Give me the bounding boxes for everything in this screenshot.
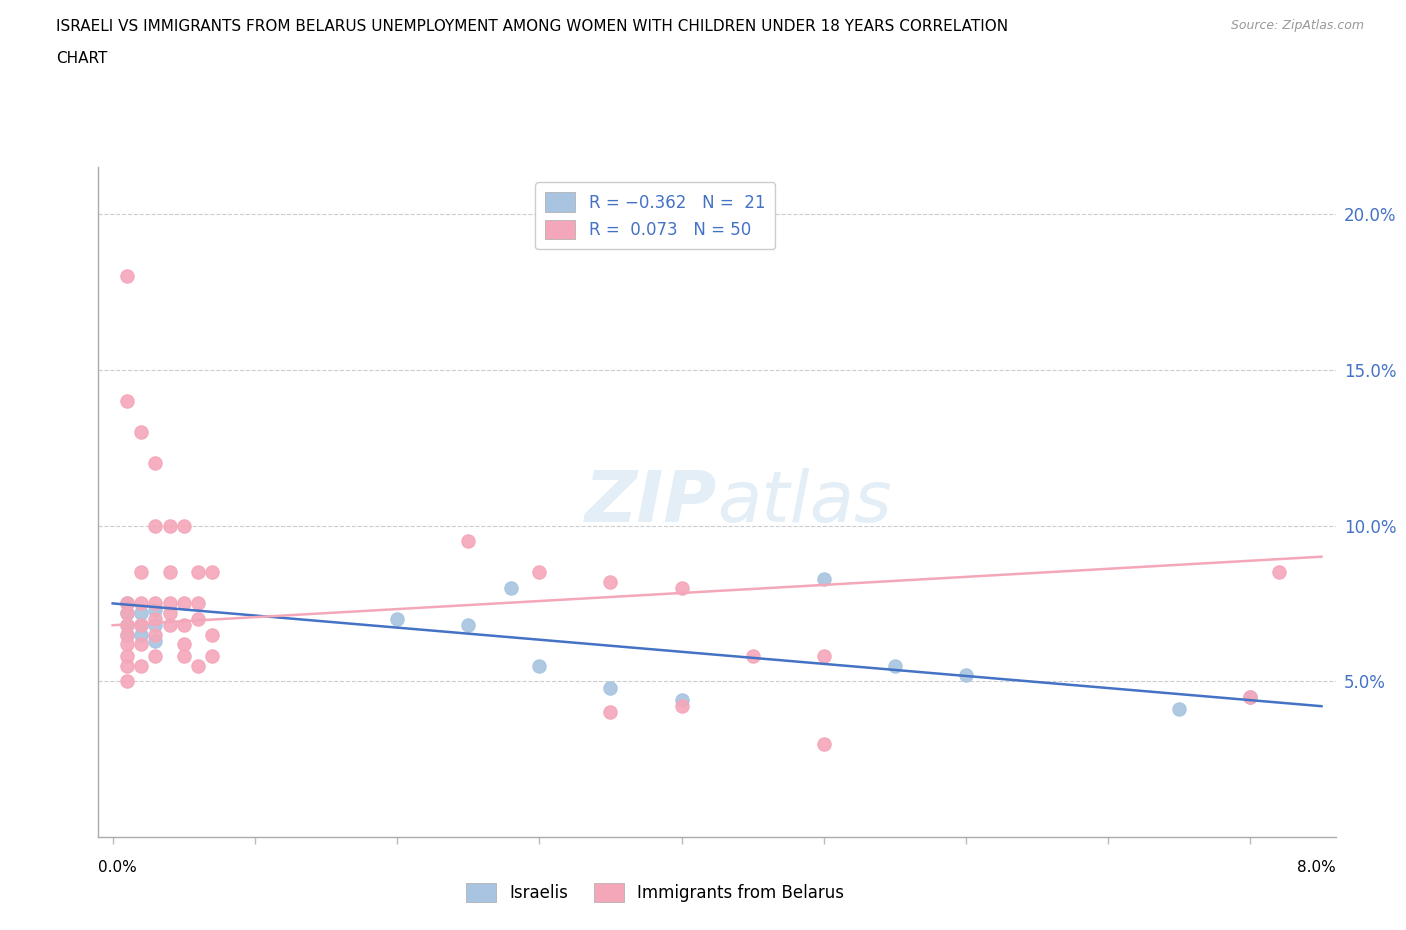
Point <box>671 580 693 595</box>
Point <box>599 680 621 695</box>
Point <box>457 534 479 549</box>
Point <box>115 269 138 284</box>
Point <box>129 596 152 611</box>
Point <box>115 627 138 642</box>
Point <box>143 618 166 632</box>
Point <box>143 649 166 664</box>
Point <box>159 565 181 579</box>
Point <box>201 565 224 579</box>
Point <box>143 456 166 471</box>
Point <box>115 605 138 620</box>
Point <box>129 618 152 632</box>
Point <box>115 596 138 611</box>
Point <box>187 596 209 611</box>
Point <box>883 658 905 673</box>
Point <box>143 612 166 627</box>
Legend: Israelis, Immigrants from Belarus: Israelis, Immigrants from Belarus <box>460 876 851 909</box>
Point <box>159 618 181 632</box>
Point <box>143 518 166 533</box>
Point <box>173 596 195 611</box>
Point <box>187 658 209 673</box>
Point <box>129 565 152 579</box>
Text: Source: ZipAtlas.com: Source: ZipAtlas.com <box>1230 19 1364 32</box>
Point <box>115 605 138 620</box>
Point <box>499 580 522 595</box>
Point <box>115 674 138 689</box>
Point <box>671 698 693 713</box>
Point <box>201 627 224 642</box>
Point <box>159 605 181 620</box>
Point <box>741 649 763 664</box>
Text: CHART: CHART <box>56 51 108 66</box>
Text: ISRAELI VS IMMIGRANTS FROM BELARUS UNEMPLOYMENT AMONG WOMEN WITH CHILDREN UNDER : ISRAELI VS IMMIGRANTS FROM BELARUS UNEMP… <box>56 19 1008 33</box>
Text: ZIP: ZIP <box>585 468 717 537</box>
Point <box>129 425 152 440</box>
Point <box>129 636 152 651</box>
Point <box>173 636 195 651</box>
Point <box>529 658 551 673</box>
Point <box>115 636 138 651</box>
Point <box>115 596 138 611</box>
Point <box>173 618 195 632</box>
Point <box>115 393 138 408</box>
Text: 8.0%: 8.0% <box>1296 860 1336 875</box>
Point <box>115 618 138 632</box>
Point <box>159 596 181 611</box>
Point <box>813 737 835 751</box>
Point <box>173 649 195 664</box>
Point <box>201 649 224 664</box>
Point <box>187 565 209 579</box>
Point <box>143 603 166 618</box>
Point <box>173 518 195 533</box>
Point <box>385 612 408 627</box>
Point <box>955 668 977 683</box>
Point <box>529 565 551 579</box>
Point <box>599 574 621 589</box>
Point <box>115 627 138 642</box>
Point <box>187 612 209 627</box>
Point <box>457 618 479 632</box>
Point <box>129 618 152 632</box>
Point <box>1168 702 1191 717</box>
Point <box>115 658 138 673</box>
Point <box>671 693 693 708</box>
Point <box>143 633 166 648</box>
Point <box>143 627 166 642</box>
Text: atlas: atlas <box>717 468 891 537</box>
Point <box>115 618 138 632</box>
Point <box>1239 689 1261 704</box>
Point <box>599 705 621 720</box>
Point <box>813 649 835 664</box>
Point <box>129 605 152 620</box>
Point <box>115 649 138 664</box>
Point <box>159 518 181 533</box>
Point <box>129 658 152 673</box>
Text: 0.0%: 0.0% <box>98 860 138 875</box>
Point <box>143 596 166 611</box>
Point <box>813 571 835 586</box>
Point <box>1268 565 1291 579</box>
Point <box>129 627 152 642</box>
Point <box>1239 689 1261 704</box>
